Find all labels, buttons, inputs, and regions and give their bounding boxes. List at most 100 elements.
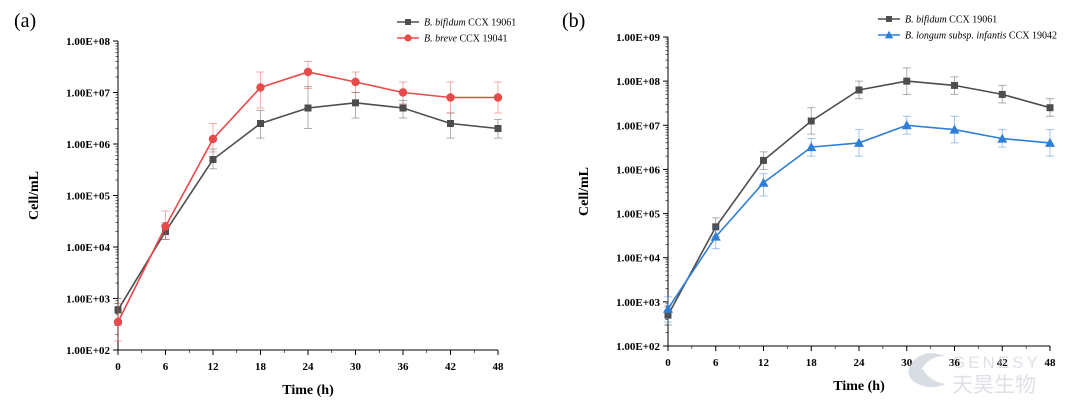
x-tick-label: 42 [997, 357, 1009, 369]
legend-label-strain: CCX 19061 [947, 15, 998, 26]
marker-square [304, 104, 312, 112]
x-axis-title: Time (h) [282, 383, 334, 398]
marker-square [807, 117, 815, 125]
marker-square [399, 104, 407, 112]
legend-label-species: B. breve [424, 34, 458, 45]
marker-square [162, 227, 169, 235]
marker-circle [256, 83, 265, 92]
marker-circle [351, 77, 360, 87]
marker-square [998, 90, 1006, 98]
marker-circle [208, 134, 218, 144]
x-axis-title: Time (h) [833, 379, 885, 394]
y-tick-label: 1.00E+05 [66, 191, 110, 203]
x-tick-label: 24 [303, 361, 315, 373]
marker-circle [398, 88, 408, 97]
marker-square [114, 306, 122, 314]
watermark-text-latin: GENESY [952, 353, 1041, 372]
y-tick-label: 1.00E+06 [616, 164, 660, 176]
x-tick-label: 48 [493, 361, 505, 373]
y-tick-label: 1.00E+02 [66, 345, 110, 357]
legend-item: B. breve CCX 19041 [397, 34, 508, 45]
legend-label-strain: CCX 19042 [1006, 31, 1057, 42]
y-tick-label: 1.00E+04 [616, 253, 660, 265]
marker-square [664, 311, 672, 319]
marker-circle [404, 34, 412, 42]
marker-triangle [663, 303, 673, 313]
legend-label-strain: CCX 19061 [466, 18, 517, 29]
marker-square [494, 124, 502, 132]
marker-circle [113, 317, 123, 327]
y-axis-title: Cell/mL [577, 167, 592, 216]
marker-triangle [901, 120, 912, 130]
x-tick-label: 24 [854, 357, 866, 369]
x-tick-label: 42 [445, 361, 457, 373]
series-line [117, 101, 499, 311]
marker-triangle [854, 137, 864, 147]
watermark: GENESY 天昊生物 [908, 353, 1041, 397]
panel-a-chart: (a) 1.00E+02 1.00E+03 1.00E+04 1.00E+05 1.00E… [14, 10, 516, 398]
watermark-logo-icon [908, 353, 946, 388]
marker-square [886, 16, 892, 22]
legend-label-strain: CCX 19041 [457, 34, 508, 45]
y-tick-label: 1.00E+07 [66, 88, 110, 100]
legend-label: B. bifidum CCX 19061 [424, 18, 516, 29]
legend-label: B. longum subsp. infantis CCX 19042 [905, 31, 1057, 42]
x-tick-label: 36 [949, 357, 961, 369]
legend-label-species: B. bifidum [424, 18, 466, 29]
legend: B. bifidum CCX 19061 B. longum subsp. inf… [878, 15, 1057, 42]
y-tick-label: 1.00E+02 [616, 341, 660, 353]
x-tick-label: 30 [901, 357, 913, 369]
x-tick-label: 12 [208, 361, 220, 373]
x-tick-label: 0 [115, 361, 121, 373]
marker-square [209, 156, 217, 164]
x-tick-label: 12 [758, 357, 770, 369]
y-tick-label: 1.00E+03 [616, 297, 660, 309]
y-tick-label: 1.00E+08 [66, 36, 110, 48]
y-axis-title: Cell/mL [27, 171, 42, 220]
marker-circle [303, 67, 313, 77]
marker-square [1046, 104, 1054, 112]
panel-label: (b) [562, 10, 585, 32]
x-tick-label: 18 [806, 357, 818, 369]
marker-square [352, 99, 359, 107]
marker-square [712, 223, 720, 231]
marker-triangle [1045, 137, 1055, 147]
marker-square [257, 120, 264, 128]
series-1 [114, 86, 502, 326]
marker-circle [446, 93, 455, 102]
legend-label: B. breve CCX 19041 [424, 34, 508, 45]
marker-square [447, 120, 454, 128]
marker-triangle [710, 231, 721, 241]
marker-triangle [997, 133, 1008, 143]
series-2 [663, 115, 1055, 323]
legend: B. bifidum CCX 19061 B. breve CCX 19041 [397, 18, 516, 45]
x-tick-label: 18 [255, 361, 267, 373]
watermark-text-cjk: 天昊生物 [952, 373, 1036, 397]
series-line [667, 80, 1051, 316]
marker-triangle [758, 177, 769, 187]
marker-square [760, 156, 767, 164]
y-tick-label: 1.00E+06 [66, 139, 110, 151]
y-tick-label: 1.00E+04 [66, 242, 110, 254]
x-tick-label: 6 [713, 357, 719, 369]
x-tick-label: 48 [1045, 357, 1057, 369]
legend-label-species: B. longum subsp. infantis [905, 31, 1007, 42]
x-tick-label: 30 [350, 361, 362, 373]
panel-label: (a) [14, 10, 36, 32]
legend-item: B. bifidum CCX 19061 [878, 15, 997, 26]
marker-circle [161, 222, 170, 231]
y-tick-label: 1.00E+08 [616, 76, 660, 88]
y-tick-label: 1.00E+03 [66, 294, 110, 306]
y-tick-label: 1.00E+09 [616, 32, 660, 44]
marker-triangle [949, 124, 960, 134]
legend-item: B. longum subsp. infantis CCX 19042 [878, 31, 1057, 42]
marker-circle [493, 93, 503, 102]
marker-square [855, 86, 863, 94]
marker-triangle [806, 142, 817, 152]
legend-item: B. bifidum CCX 19061 [397, 18, 516, 29]
y-tick-label: 1.00E+05 [616, 209, 660, 221]
y-tick-label: 1.00E+07 [616, 120, 660, 132]
panel-b-chart: (b) 1.00E+02 1.00E+03 1.00E+04 1.00E+05 1.00E… [562, 10, 1057, 394]
x-tick-label: 36 [398, 361, 410, 373]
